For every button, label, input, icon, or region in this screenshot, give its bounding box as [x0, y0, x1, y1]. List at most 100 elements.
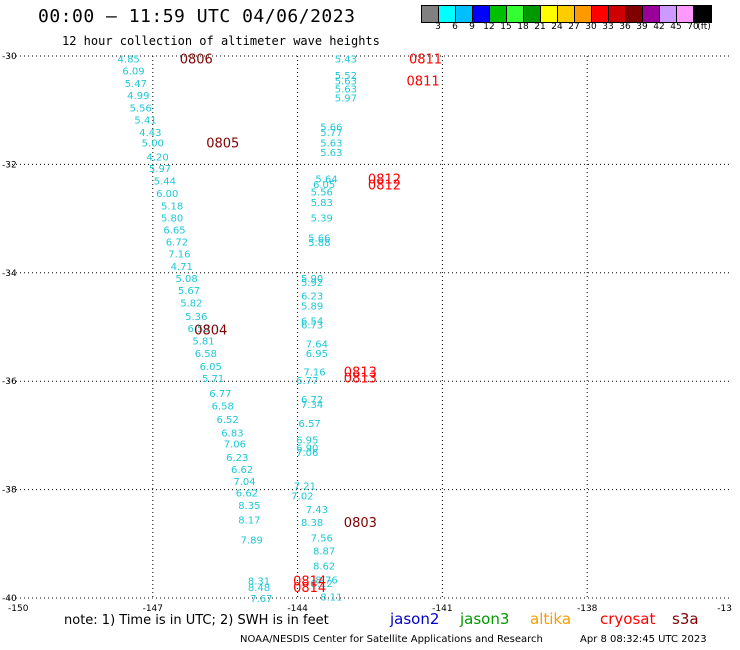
x-tick-label: -147 [143, 604, 163, 614]
pass-time-label: 0806 [180, 53, 213, 68]
pass-time-label: 0812 [368, 172, 401, 187]
color-scale-swatch [524, 6, 541, 22]
data-point-label: 5.44 [154, 177, 176, 188]
pass-time-label: 0811 [409, 53, 442, 68]
data-point-label: 5.64 [315, 174, 337, 185]
data-point-label: 5.43 [335, 55, 357, 66]
pass-time-label: 0812 [368, 178, 401, 193]
data-point-label: 7.16 [303, 367, 325, 378]
color-scale-swatch [473, 6, 490, 22]
data-point-label: 6.77 [209, 389, 231, 400]
color-scale-label: 39 [636, 22, 648, 32]
color-scale-label: 42 [653, 22, 665, 32]
data-point-label: 5.67 [178, 286, 200, 297]
data-point-label: 6.73 [301, 320, 323, 331]
data-point-label: 7.06 [224, 440, 246, 451]
data-point-label: 5.77 [320, 128, 342, 139]
data-point-label: 5.90 [301, 274, 323, 285]
pass-time-label: 0813 [344, 365, 377, 380]
data-point-label: 5.56 [311, 188, 333, 199]
satellite-legend: jason2 jason3 altika cryosat s3a [0, 610, 740, 630]
data-point-label: 5.63 [320, 139, 342, 150]
credit-text: NOAA/NESDIS Center for Satellite Applica… [240, 634, 543, 645]
legend-item-jason2: jason2 [390, 610, 440, 628]
color-scale-label: (ft) [697, 22, 711, 32]
data-point-label: 6.57 [299, 419, 321, 430]
data-point-label: 5.71 [202, 374, 224, 385]
data-point-label: 7.02 [291, 492, 313, 503]
data-point-label: 7.89 [241, 535, 263, 546]
x-tick-label: -141 [432, 604, 452, 614]
data-point-label: 5.66 [320, 122, 342, 133]
pass-time-label: 0814 [293, 581, 326, 596]
data-point-label: 5.82 [180, 299, 202, 310]
data-point-label: 7.56 [311, 533, 333, 544]
color-scale-label: 12 [483, 22, 495, 32]
data-point-label: 5.41 [134, 115, 156, 126]
data-point-label: 5.97 [149, 164, 171, 175]
footer-note: note: 1) Time is in UTC; 2) SWH is in fe… [64, 613, 329, 628]
data-point-label: 6.58 [195, 349, 217, 360]
color-scale-swatch [660, 6, 677, 22]
data-point-label: 6.95 [296, 436, 318, 447]
data-point-label: 5.63 [320, 148, 342, 159]
data-point-label: 5.47 [125, 79, 147, 90]
data-point-label: 6.23 [226, 453, 248, 464]
pass-time-label: 0814 [293, 575, 326, 590]
x-tick-label: -138 [577, 604, 598, 614]
data-point-label: 5.97 [335, 94, 357, 105]
data-point-label: 4.71 [171, 262, 193, 273]
data-point-label: 6.54 [301, 316, 323, 327]
color-scale-labels: 3 6 9 12 15 18 21 24 27 30 33 36 39 42 45 70 (ft) [421, 22, 740, 34]
color-scale-swatch [677, 6, 694, 22]
data-point-label: 7.64 [306, 339, 328, 350]
data-point-label: 5.00 [142, 139, 164, 150]
data-point-label: 7.04 [233, 477, 255, 488]
pass-time-label: 0813 [344, 371, 377, 386]
x-tick-label: -144 [287, 604, 308, 614]
color-scale-label: 70 [687, 22, 699, 32]
color-scale-swatch [575, 6, 592, 22]
data-point-label: 6.05 [200, 362, 222, 373]
data-point-label: 7.16 [168, 249, 190, 260]
color-scale-label: 15 [500, 22, 512, 32]
color-scale-label: 45 [670, 22, 682, 32]
color-scale-label: 9 [469, 22, 475, 32]
color-scale-label: 21 [534, 22, 546, 32]
color-scale-label: 33 [602, 22, 614, 32]
data-point-label: 5.36 [185, 312, 207, 323]
data-point-label: 7.34 [301, 400, 323, 411]
data-point-label: 4.85 [118, 55, 140, 66]
legend-item-s3a: s3a [672, 610, 699, 628]
color-scale-swatch [507, 6, 524, 22]
data-point-label: 6.95 [306, 349, 328, 360]
pass-time-label: 0811 [407, 74, 440, 89]
data-point-label: 5.80 [161, 214, 183, 225]
data-point-label: 6.65 [163, 225, 185, 236]
data-point-label: 8.76 [315, 576, 337, 587]
color-scale-swatch [422, 6, 439, 22]
color-scale-swatch [439, 6, 456, 22]
data-point-label: 8.38 [301, 518, 323, 529]
data-point-label: 6.90 [296, 443, 318, 454]
generation-timestamp: Apr 8 08:32:45 UTC 2023 [580, 634, 707, 645]
data-point-label: 6.77 [296, 376, 318, 387]
data-point-label: 7.06 [296, 448, 318, 459]
x-tick-label: -150 [8, 604, 29, 614]
data-point-label: 6.59 [188, 324, 210, 335]
data-point-label: 6.23 [301, 292, 323, 303]
y-tick-label: -32 [2, 160, 17, 170]
data-point-label: 5.81 [192, 337, 214, 348]
y-tick-label: -30 [2, 52, 17, 62]
data-point-label: 7.43 [306, 505, 328, 516]
data-point-label: 6.62 [236, 488, 258, 499]
color-scale-label: 30 [585, 22, 597, 32]
color-scale-swatch [643, 6, 660, 22]
color-scale-label: 3 [435, 22, 441, 32]
data-point-label: 6.83 [221, 429, 243, 440]
data-point-label: 5.83 [311, 198, 333, 209]
chart-title: 00:00 – 11:59 UTC 04/06/2023 [38, 6, 356, 27]
data-point-label: 4.99 [127, 91, 149, 102]
color-scale-swatch [541, 6, 558, 22]
data-point-label: 6.00 [156, 189, 178, 200]
